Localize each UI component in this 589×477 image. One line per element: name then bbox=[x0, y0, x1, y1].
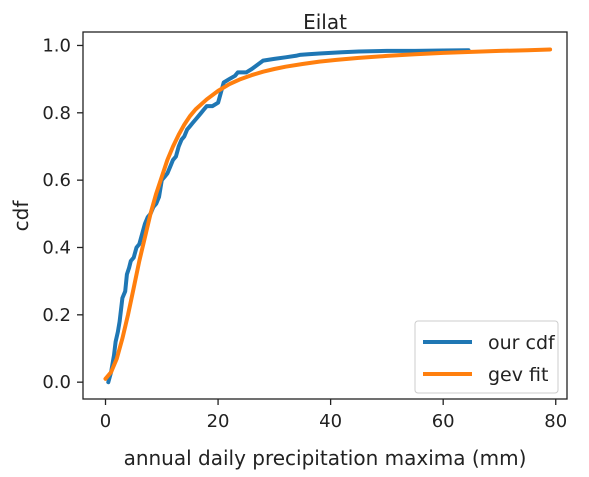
x-tick-label: 60 bbox=[432, 411, 455, 432]
series-line-our-cdf bbox=[106, 48, 471, 385]
series-lines bbox=[103, 47, 553, 385]
y-tick-label: 1.0 bbox=[42, 35, 71, 56]
series-line-gev-fit bbox=[103, 47, 553, 381]
y-tick-label: 0.4 bbox=[42, 237, 71, 258]
x-axis-label: annual daily precipitation maxima (mm) bbox=[124, 446, 527, 470]
y-tick-label: 0.8 bbox=[42, 103, 71, 124]
x-tick-label: 0 bbox=[100, 411, 111, 432]
y-tick-label: 0.0 bbox=[42, 372, 71, 393]
y-axis-label: cdf bbox=[9, 200, 33, 232]
y-tick-label: 0.2 bbox=[42, 305, 71, 326]
x-tick-label: 40 bbox=[319, 411, 342, 432]
legend-label-our-cdf: our cdf bbox=[488, 332, 556, 354]
legend: our cdf gev fit bbox=[414, 320, 559, 394]
chart-title: Eilat bbox=[303, 10, 347, 34]
x-tick-label: 80 bbox=[544, 411, 567, 432]
x-axis-ticks: 0 20 40 60 80 bbox=[100, 399, 567, 432]
legend-label-gev-fit: gev fit bbox=[488, 364, 548, 386]
x-tick-label: 20 bbox=[207, 411, 230, 432]
y-tick-label: 0.6 bbox=[42, 170, 71, 191]
y-axis-ticks: 0.0 0.2 0.4 0.6 0.8 1.0 bbox=[42, 35, 83, 393]
plot-area bbox=[82, 31, 568, 400]
